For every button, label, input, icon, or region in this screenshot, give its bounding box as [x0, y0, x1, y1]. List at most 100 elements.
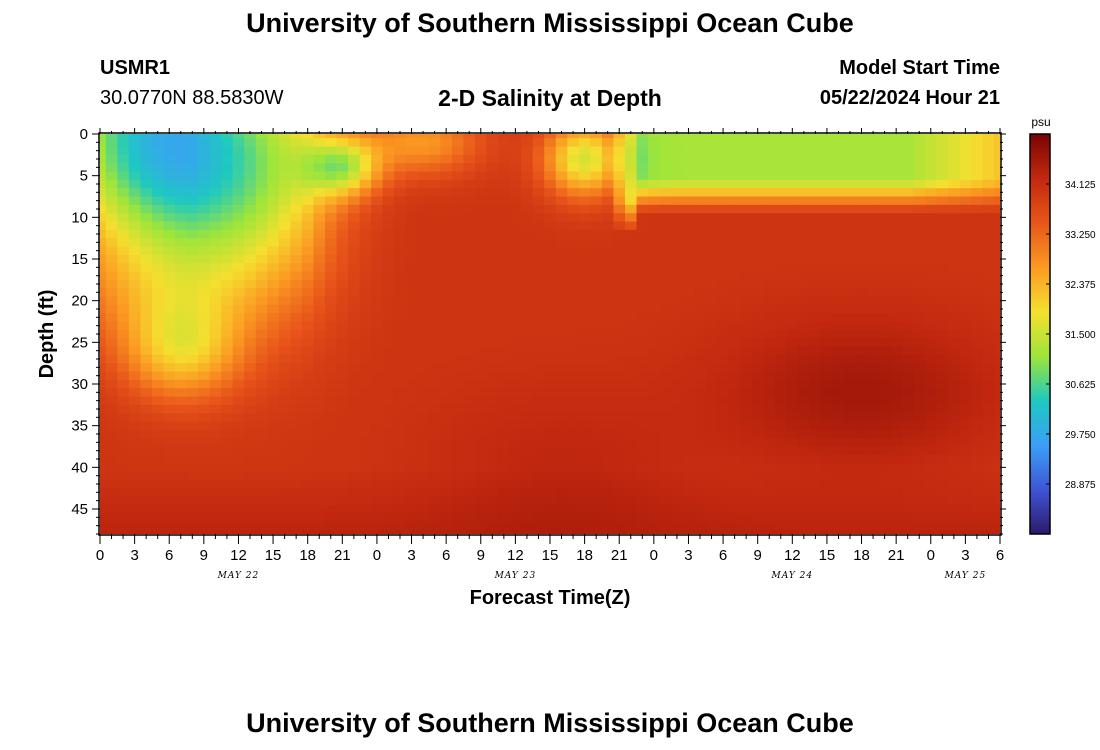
heatmap-cell	[694, 163, 707, 173]
heatmap-cell	[498, 421, 511, 431]
heatmap-cell	[267, 213, 280, 223]
heatmap-cell	[578, 521, 591, 531]
heatmap-cell	[475, 221, 488, 231]
heatmap-cell	[278, 529, 291, 534]
heatmap-cell	[100, 279, 107, 289]
heatmap-cell	[717, 463, 730, 473]
heatmap-cell	[567, 204, 580, 214]
heatmap-cell	[786, 296, 799, 306]
heatmap-cell	[763, 338, 776, 348]
heatmap-cell	[590, 488, 603, 498]
heatmap-cell	[451, 146, 465, 156]
heatmap-cell	[994, 363, 1000, 373]
heatmap-cell	[232, 496, 245, 506]
heatmap-cell	[694, 454, 707, 464]
heatmap-cell	[913, 304, 926, 314]
heatmap-cell	[128, 196, 141, 206]
heatmap-cell	[844, 196, 857, 206]
heatmap-cell	[948, 254, 961, 264]
heatmap-cell	[959, 438, 972, 448]
heatmap-cell	[221, 488, 234, 498]
heatmap-cell	[532, 288, 545, 298]
heatmap-cell	[625, 363, 638, 373]
heatmap-cell	[232, 263, 245, 273]
heatmap-cell	[405, 521, 418, 531]
heatmap-cell	[844, 221, 857, 231]
heatmap-cell	[475, 134, 488, 139]
heatmap-cell	[694, 279, 707, 289]
heatmap-cell	[751, 438, 765, 448]
heatmap-cell	[117, 454, 130, 464]
heatmap-cell	[925, 146, 938, 156]
heatmap-cell	[717, 438, 730, 448]
heatmap-cell	[821, 271, 834, 281]
heatmap-cell	[348, 454, 361, 464]
heatmap-cell	[348, 446, 361, 456]
heatmap-cell	[521, 179, 534, 189]
heatmap-cell	[128, 471, 141, 481]
heatmap-cell	[659, 371, 672, 381]
heatmap-cell	[394, 313, 407, 323]
heatmap-cell	[325, 321, 338, 331]
heatmap-cell	[382, 421, 395, 431]
heatmap-cell	[659, 304, 672, 314]
heatmap-cell	[544, 363, 557, 373]
heatmap-cell	[232, 479, 245, 489]
heatmap-cell	[994, 254, 1000, 264]
heatmap-cell	[325, 288, 338, 298]
heatmap-cell	[255, 329, 268, 339]
heatmap-cell	[498, 371, 511, 381]
heatmap-cell	[336, 279, 349, 289]
heatmap-cell	[151, 134, 165, 139]
heatmap-cell	[913, 296, 926, 306]
heatmap-cell	[451, 254, 465, 264]
heatmap-cell	[140, 329, 153, 339]
heatmap-cell	[105, 263, 118, 273]
heatmap-cell	[544, 396, 557, 406]
heatmap-cell	[821, 238, 834, 248]
heatmap-cell	[867, 213, 880, 223]
heatmap-cell	[198, 371, 211, 381]
heatmap-cell	[221, 338, 234, 348]
heatmap-cell	[636, 446, 649, 456]
heatmap-cell	[971, 513, 984, 523]
heatmap-cell	[105, 379, 118, 389]
heatmap-cell	[105, 438, 118, 448]
heatmap-cell	[463, 134, 476, 139]
heatmap-cell	[105, 429, 118, 439]
heatmap-cell	[913, 346, 926, 356]
heatmap-cell	[509, 154, 522, 164]
heatmap-cell	[313, 496, 326, 506]
heatmap-cell	[636, 429, 649, 439]
heatmap-cell	[267, 354, 280, 364]
heatmap-cell	[705, 171, 718, 181]
heatmap-cell	[740, 421, 753, 431]
heatmap-cell	[982, 454, 995, 464]
heatmap-cell	[198, 438, 211, 448]
heatmap-cell	[151, 213, 165, 223]
heatmap-cell	[948, 213, 961, 223]
heatmap-cell	[428, 446, 441, 456]
heatmap-cell	[775, 229, 788, 239]
heatmap-cell	[100, 354, 107, 364]
heatmap-cell	[682, 446, 695, 456]
heatmap-cell	[359, 163, 372, 173]
heatmap-cell	[117, 163, 130, 173]
heatmap-cell	[371, 396, 384, 406]
heatmap-cell	[590, 346, 603, 356]
heatmap-cell	[636, 204, 649, 214]
heatmap-cell	[832, 479, 845, 489]
heatmap-cell	[348, 521, 361, 531]
heatmap-cell	[532, 529, 545, 534]
heatmap-cell	[140, 179, 153, 189]
heatmap-cell	[509, 521, 522, 531]
heatmap-cell	[544, 213, 557, 223]
heatmap-cell	[486, 271, 499, 281]
heatmap-cell	[498, 263, 511, 273]
heatmap-cell	[994, 346, 1000, 356]
heatmap-cell	[186, 188, 199, 198]
x-tick-label: 3	[684, 547, 692, 564]
heatmap-cell	[959, 413, 972, 423]
heatmap-cell	[498, 171, 511, 181]
heatmap-cell	[590, 163, 603, 173]
